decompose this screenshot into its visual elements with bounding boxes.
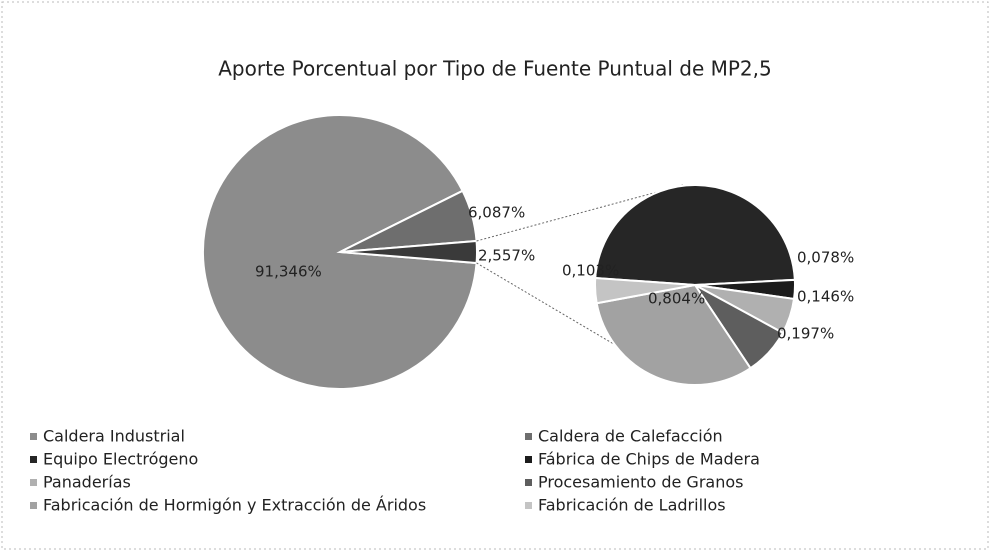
legend-swatch: [525, 456, 532, 463]
legend-swatch: [525, 479, 532, 486]
pie-slice: [594, 276, 696, 305]
legend-swatch: [30, 433, 37, 440]
chart-title: Aporte Porcentual por Tipo de Fuente Pun…: [218, 57, 772, 81]
data-label: 0,804%: [648, 290, 705, 308]
legend-label: Equipo Electrógeno: [43, 450, 198, 469]
legend-swatch: [525, 433, 532, 440]
legend-label: Fabricación de Ladrillos: [538, 496, 726, 515]
data-label: 0,103%: [562, 262, 619, 280]
legend-swatch: [30, 502, 37, 509]
pie-slice: [339, 239, 479, 265]
legend-label: Caldera de Calefacción: [538, 427, 723, 446]
legend-label: Caldera Industrial: [43, 427, 185, 446]
legend-label: Fabricación de Hormigón y Extracción de …: [43, 496, 426, 515]
legend-swatch: [525, 502, 532, 509]
data-label: 0,146%: [797, 288, 854, 306]
pie-slice: [202, 114, 478, 390]
data-label: 91,346%: [255, 263, 322, 281]
legend-swatch: [30, 456, 37, 463]
data-label: 2,557%: [478, 247, 535, 265]
data-label: 6,087%: [468, 204, 525, 222]
legend-label: Fábrica de Chips de Madera: [538, 450, 760, 469]
legend-label: Procesamiento de Granos: [538, 473, 743, 492]
legend-swatch: [30, 479, 37, 486]
data-label: 0,197%: [777, 325, 834, 343]
legend-label: Panaderías: [43, 473, 131, 492]
data-label: 0,078%: [797, 249, 854, 267]
pie-slice: [595, 283, 752, 386]
pie-slice: [594, 184, 796, 287]
